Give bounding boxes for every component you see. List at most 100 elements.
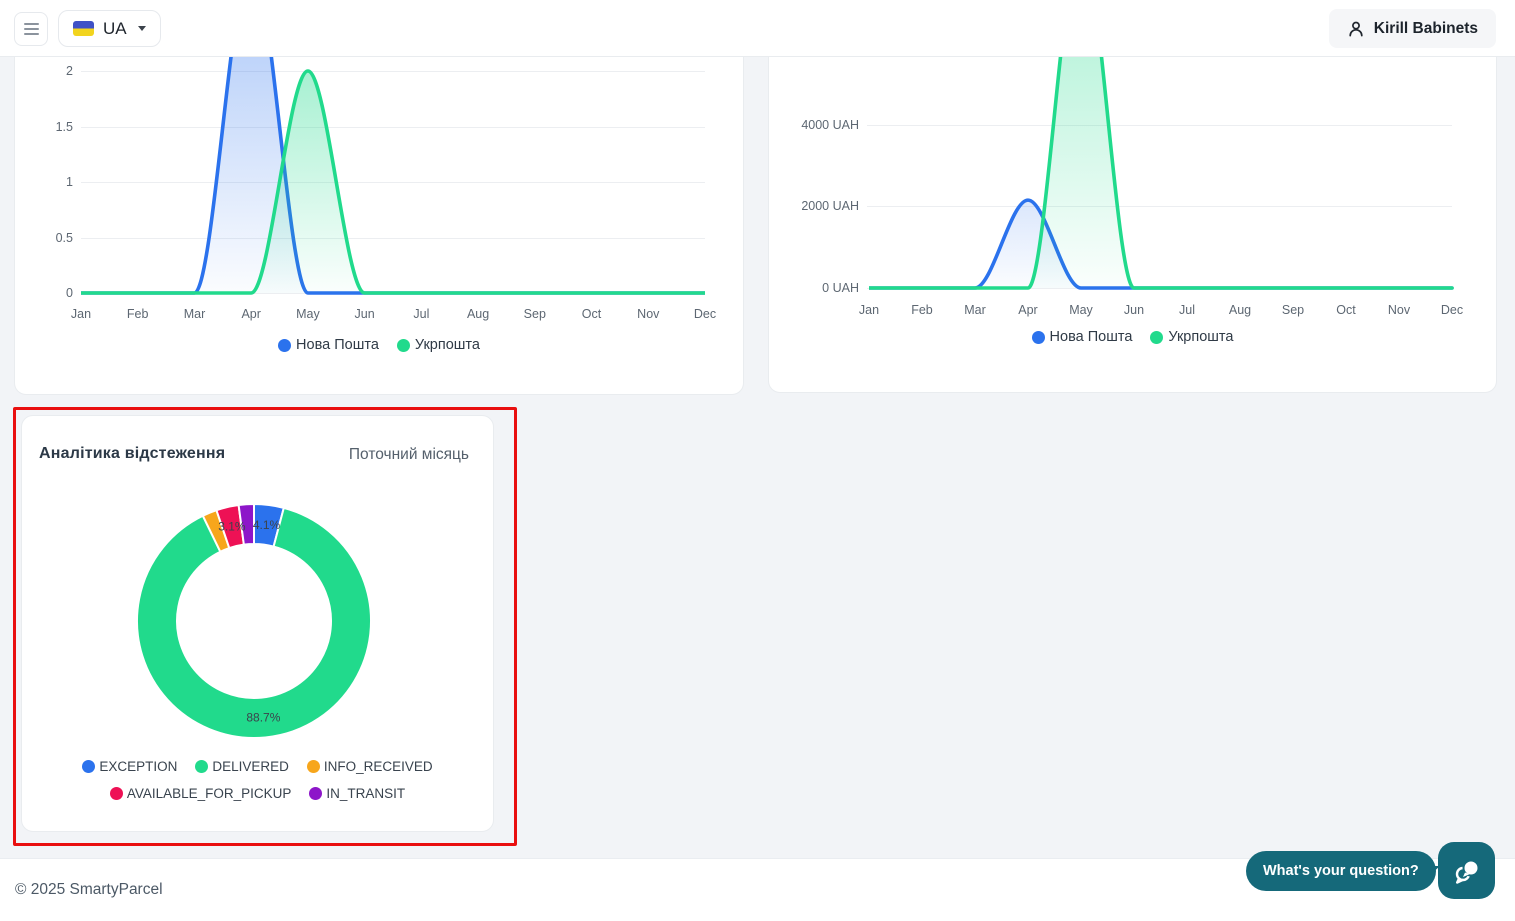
legend-dot xyxy=(309,787,323,800)
area-fill-0 xyxy=(81,57,705,293)
legend-item-available-for-pickup[interactable]: AVAILABLE_FOR_PICKUP xyxy=(109,786,292,801)
x-tick-label: Nov xyxy=(637,307,660,321)
legend-item-info-received[interactable]: INFO_RECEIVED xyxy=(306,759,433,774)
x-tick-label: Aug xyxy=(466,307,490,321)
donut-legend-row-1: EXCEPTION DELIVERED INFO_RECEIVED xyxy=(22,759,493,774)
y-tick-label: 0 UAH xyxy=(822,281,859,295)
x-tick-label: Mar xyxy=(183,307,206,321)
y-tick-label: 4000 UAH xyxy=(801,117,859,132)
legend-label: Нова Пошта xyxy=(296,337,379,353)
x-tick-label: Jan xyxy=(858,303,880,317)
line-chart-revenue[interactable] xyxy=(869,57,1454,293)
series-line-0 xyxy=(869,198,1454,290)
user-menu-button[interactable]: Kirill Babinets xyxy=(1328,9,1496,48)
ukraine-flag-icon xyxy=(73,21,94,36)
chat-launcher-button[interactable] xyxy=(1438,842,1495,899)
legend-item-ukrposhta[interactable]: Укрпошта xyxy=(1150,329,1233,345)
x-tick-label: Oct xyxy=(581,307,602,321)
legend-label: Нова Пошта xyxy=(1049,329,1133,345)
x-tick-label: Dec xyxy=(1440,303,1464,317)
legend-dot xyxy=(396,338,410,352)
gridline xyxy=(81,71,705,72)
series-line-0 xyxy=(81,57,705,295)
x-tick-label: Jul xyxy=(1179,303,1195,317)
x-tick-label: Feb xyxy=(126,307,149,321)
language-code: UA xyxy=(103,18,127,38)
card-title: Аналітика відстеження xyxy=(39,445,226,462)
legend-item-exception[interactable]: EXCEPTION xyxy=(82,759,177,774)
x-tick-label: Jun xyxy=(1123,303,1145,317)
x-tick-label: Mar xyxy=(964,303,986,317)
legend-dot xyxy=(82,760,96,773)
x-tick-label: Nov xyxy=(1387,303,1411,317)
x-tick-label: Jul xyxy=(413,307,430,321)
y-axis: 0 0.5 1 1.5 2 xyxy=(15,57,73,300)
donut-datalabel: 88.7% xyxy=(246,711,280,725)
legend-dot xyxy=(306,760,320,773)
gridline xyxy=(81,237,705,239)
x-tick-label: Sep xyxy=(1281,303,1305,317)
donut-datalabel: 3.1% xyxy=(218,520,246,534)
x-tick-label: Oct xyxy=(1336,303,1356,317)
y-tick-label: 0 xyxy=(66,286,73,300)
x-tick-label: May xyxy=(296,307,320,321)
x-tick-label: Sep xyxy=(523,307,546,321)
legend-item-delivered[interactable]: DELIVERED xyxy=(195,759,289,774)
legend-dot xyxy=(1031,330,1045,344)
legend-label: INFO_RECEIVED xyxy=(323,759,433,774)
legend-item-ukrposhta[interactable]: Укрпошта xyxy=(396,337,480,353)
period-label: Поточний місяць xyxy=(348,446,469,463)
donut-chart[interactable]: 4.1% 88.7% 3.1% xyxy=(136,503,372,739)
donut-legend-row-2: AVAILABLE_FOR_PICKUP IN_TRANSIT xyxy=(22,786,493,801)
x-tick-label: Dec xyxy=(693,307,717,321)
legend-item-in-transit[interactable]: IN_TRANSIT xyxy=(309,786,405,801)
chat-tooltip-arrow xyxy=(1420,866,1440,884)
legend-dot xyxy=(109,787,123,800)
x-axis: Jan Feb Mar Apr May Jun Jul Aug Sep Oct Nov Dec xyxy=(859,303,1463,319)
y-tick-label: 2000 UAH xyxy=(801,199,859,214)
top-bar: UA Kirill Babinets xyxy=(0,0,1515,57)
chat-bubbles-icon xyxy=(1455,859,1479,884)
donut-segment-delivered[interactable] xyxy=(136,506,372,739)
x-tick-label: Jan xyxy=(70,307,92,321)
shipments-chart-card: 0 0.5 1 1.5 2 Jan Feb Mar Apr May Jun Jul Aug Sep Oct… xyxy=(14,57,744,395)
legend-dot xyxy=(278,338,292,352)
legend-label: DELIVERED xyxy=(212,759,289,774)
x-tick-label: Apr xyxy=(1018,303,1038,317)
gridline xyxy=(867,124,1452,126)
line-chart-shipments[interactable] xyxy=(81,57,705,298)
legend-dot xyxy=(195,760,209,773)
legend-dot xyxy=(1150,330,1164,344)
series-line-1 xyxy=(869,57,1454,290)
user-name: Kirill Babinets xyxy=(1373,19,1478,37)
language-selector[interactable]: UA xyxy=(58,10,161,47)
x-tick-label: Apr xyxy=(241,307,261,321)
chevron-down-icon xyxy=(137,26,146,31)
gridline xyxy=(81,126,705,128)
y-tick-label: 2 xyxy=(66,64,73,78)
legend-item-nova-poshta[interactable]: Нова Пошта xyxy=(278,337,379,353)
donut-segment-in-transit[interactable] xyxy=(237,503,255,546)
legend-label: EXCEPTION xyxy=(99,759,178,774)
x-tick-label: Feb xyxy=(911,303,933,317)
legend-item-nova-poshta[interactable]: Нова Пошта xyxy=(1031,329,1133,345)
area-fill-0 xyxy=(869,200,1452,288)
chat-tooltip[interactable]: What's your question? xyxy=(1246,851,1436,891)
legend-label: Укрпошта xyxy=(414,337,480,353)
area-fill-1 xyxy=(81,71,705,293)
x-tick-label: May xyxy=(1069,303,1093,317)
x-tick-label: Jun xyxy=(354,307,375,321)
hamburger-icon xyxy=(23,23,39,25)
legend-label: AVAILABLE_FOR_PICKUP xyxy=(126,786,292,801)
menu-button[interactable] xyxy=(14,12,48,46)
donut-datalabel: 4.1% xyxy=(253,518,281,532)
person-icon xyxy=(1349,21,1363,36)
series-line-1 xyxy=(81,69,705,295)
y-axis: 0 UAH 2000 UAH 4000 UAH xyxy=(769,57,859,296)
x-tick-label: Aug xyxy=(1228,303,1252,317)
y-tick-label: 1.5 xyxy=(55,119,73,134)
y-tick-label: 1 xyxy=(66,175,73,189)
gridline xyxy=(867,206,1452,208)
legend-label: Укрпошта xyxy=(1168,329,1234,345)
